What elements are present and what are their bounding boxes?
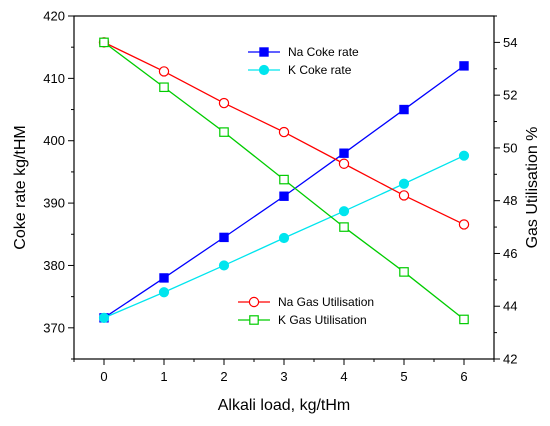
data-point <box>338 158 350 169</box>
y-right-tick-label: 50 <box>503 140 517 155</box>
series-na-coke-rate <box>99 61 469 323</box>
data-point <box>458 150 470 161</box>
x-tick-label: 6 <box>460 369 467 384</box>
legend-marker <box>248 296 260 308</box>
y-left-tick-label: 410 <box>43 71 65 86</box>
y-right-tick-label: 54 <box>503 35 517 50</box>
y-right-tick-label: 48 <box>503 193 517 208</box>
data-point <box>219 232 229 243</box>
y-left-tick-label: 390 <box>43 196 65 211</box>
data-point <box>159 82 169 93</box>
plot-area <box>98 37 470 325</box>
x-axis-label: Alkali load, kg/tHm <box>218 397 351 414</box>
legend-label: Na Coke rate <box>288 45 359 59</box>
data-point <box>279 191 289 201</box>
data-point <box>338 206 350 217</box>
data-point <box>218 97 230 109</box>
data-point <box>218 260 230 271</box>
y-right-tick-label: 46 <box>503 246 517 261</box>
data-point <box>159 273 169 283</box>
data-point <box>399 104 409 115</box>
y-left-tick-label: 420 <box>43 9 65 24</box>
data-point <box>278 232 290 244</box>
data-point <box>278 126 290 138</box>
series-k-gas-utilisation <box>99 37 469 325</box>
legend-marker <box>249 315 259 325</box>
legend-marker <box>258 64 270 76</box>
data-point <box>99 37 109 48</box>
y-right-tick-label: 42 <box>503 352 517 367</box>
legends: Na Coke rate K Coke rate Na Gas Utilisatio… <box>238 45 374 327</box>
y-right-axis-label: Gas Utilisation % <box>524 127 541 249</box>
legend-marker <box>259 47 269 57</box>
data-point <box>459 314 469 325</box>
legend-label: Na Gas Utilisation <box>278 295 374 309</box>
y-left-tick-label: 380 <box>43 258 65 273</box>
y-left-tick-label: 370 <box>43 320 65 335</box>
x-tick-label: 0 <box>100 369 107 384</box>
data-point <box>399 267 409 277</box>
data-point <box>219 127 229 137</box>
y-right-tick-label: 52 <box>503 88 517 103</box>
data-point <box>459 61 469 71</box>
data-point <box>339 222 349 232</box>
legend-item: Na Gas Utilisation <box>238 295 374 309</box>
x-tick-label: 3 <box>280 369 287 384</box>
data-point <box>339 148 349 158</box>
data-point <box>98 312 110 323</box>
y-left-axis-label: Coke rate kg/tHM <box>12 125 29 249</box>
data-point <box>398 178 410 189</box>
x-tick-label: 4 <box>340 369 347 384</box>
x-tick-label: 5 <box>400 369 407 384</box>
data-point <box>279 174 289 185</box>
data-point <box>158 287 170 298</box>
legend-label: K Gas Utilisation <box>278 313 367 327</box>
x-tick-label: 1 <box>160 369 167 384</box>
axes: 0 1 2 3 4 5 6 370 380 390 400 410 420 42 44 46 48 50 52 54 A… <box>12 9 541 415</box>
series-k-coke-rate <box>98 150 470 323</box>
data-point <box>458 219 470 230</box>
series-na-gas-utilisation <box>98 37 470 230</box>
data-point <box>158 66 170 77</box>
legend-item: Na Coke rate <box>248 45 359 59</box>
legend-label: K Coke rate <box>288 63 352 77</box>
data-point <box>398 190 410 201</box>
legend-item: K Gas Utilisation <box>238 313 367 327</box>
y-right-tick-label: 44 <box>503 299 517 314</box>
y-left-tick-label: 400 <box>43 133 65 148</box>
legend-item: K Coke rate <box>248 63 352 77</box>
x-tick-label: 2 <box>220 369 227 384</box>
